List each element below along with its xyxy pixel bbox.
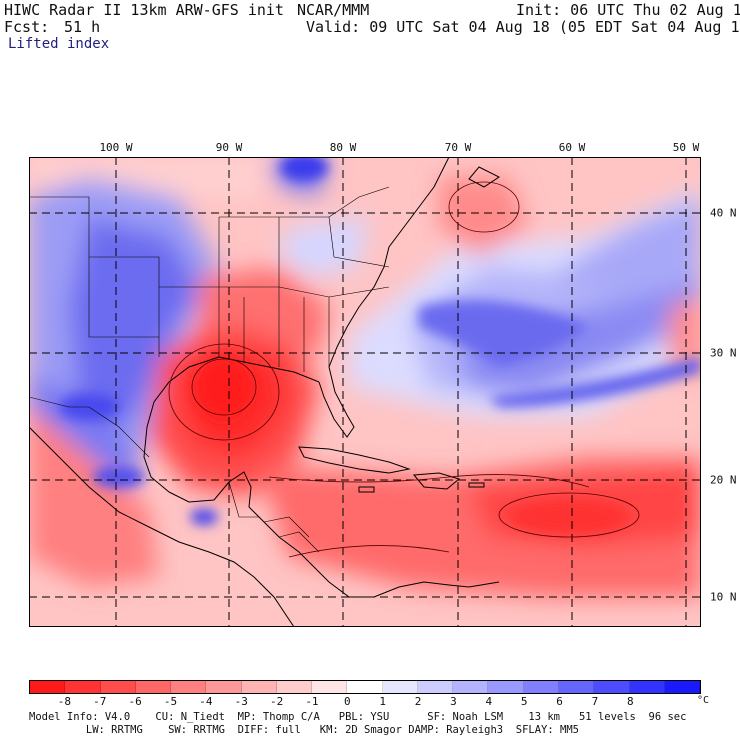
colorbar-unit: °C — [697, 695, 710, 706]
instability-contours — [168, 181, 640, 558]
colorbar-tick-label: 3 — [450, 695, 457, 708]
colorbar-tick-label: -2 — [269, 695, 284, 708]
lat-label-10n: 10 N — [710, 590, 737, 604]
colorbar-swatch — [664, 681, 701, 693]
colorbar-swatch — [488, 681, 524, 693]
political-boundaries — [29, 186, 390, 553]
colorbar-swatch — [276, 681, 313, 693]
colorbar-swatch — [241, 681, 277, 693]
colorbar-tick-label: -8 — [57, 695, 71, 708]
colorbar-swatch — [135, 681, 172, 693]
forecast-label: Fcst: — [4, 18, 50, 36]
colorbar-swatch — [206, 681, 242, 693]
yucatan-central-america — [168, 471, 374, 598]
colorbar-swatch — [65, 681, 101, 693]
model-info-line-1: Model Info: V4.0 CU: N_Tiedt MP: Thomp C… — [29, 711, 687, 723]
mexico-pacific-coast — [29, 426, 295, 627]
colorbar-tick-label: 1 — [379, 695, 386, 708]
nova-scotia — [468, 166, 500, 188]
colorbar-tick-label: 2 — [414, 695, 422, 708]
hispaniola — [412, 472, 461, 490]
colorbar-tick-label: -6 — [128, 695, 142, 708]
lat-lon-grid — [29, 157, 701, 627]
colorbar-swatch — [312, 681, 348, 693]
colorbar — [29, 680, 701, 694]
colorbar-swatch — [558, 681, 595, 693]
model-info-line-2: LW: RRTMG SW: RRTMG DIFF: full KM: 2D Sm… — [29, 724, 579, 736]
lon-label-70w: 70 W — [444, 141, 472, 154]
us-east-coast — [328, 157, 450, 368]
colorbar-swatch — [417, 681, 454, 693]
colorbar-swatch — [382, 681, 418, 693]
field-name: Lifted index — [8, 36, 110, 52]
organization: NCAR/MMM — [297, 1, 370, 19]
colorbar-swatch — [30, 681, 66, 693]
colorbar-tick-label: -3 — [234, 695, 248, 708]
colorbar-tick-label: 8 — [626, 695, 634, 708]
lon-label-50w: 50 W — [672, 141, 700, 154]
jamaica — [358, 486, 375, 493]
puerto-rico — [468, 482, 485, 488]
colorbar-swatch — [523, 681, 559, 693]
coastlines — [29, 157, 500, 627]
south-america-north-coast — [373, 581, 500, 598]
model-title: HIWC Radar II 13km ARW-GFS init — [4, 1, 284, 19]
colorbar-tick-label: 7 — [591, 695, 599, 708]
colorbar-swatch — [100, 681, 136, 693]
lat-label-30n: 30 N — [710, 346, 737, 360]
florida — [318, 366, 355, 438]
colorbar-swatch — [347, 681, 383, 693]
colorbar-swatch — [629, 681, 665, 693]
colorbar-swatch — [453, 681, 489, 693]
gulf-coast — [143, 356, 320, 493]
init-time: Init: 06 UTC Thu 02 Aug 18 — [516, 1, 740, 19]
colorbar-swatch — [171, 681, 207, 693]
colorbar-tick-label: -1 — [305, 695, 319, 708]
colorbar-tick-label: 5 — [520, 695, 528, 708]
lat-label-40n: 40 N — [710, 206, 737, 220]
forecast-hours: 51 h — [64, 18, 101, 36]
lon-label-90w: 90 W — [215, 141, 243, 154]
colorbar-tick-label: -4 — [199, 695, 213, 708]
cuba — [298, 446, 411, 474]
map-frame — [29, 157, 701, 627]
lon-label-80w: 80 W — [329, 141, 357, 154]
colorbar-tick-label: 0 — [344, 695, 351, 708]
colorbar-swatch — [594, 681, 630, 693]
lon-label-60w: 60 W — [558, 141, 586, 154]
lat-label-20n: 20 N — [710, 473, 737, 487]
valid-time: Valid: 09 UTC Sat 04 Aug 18 (05 EDT Sat … — [306, 18, 740, 36]
colorbar-tick-label: 4 — [485, 695, 493, 708]
colorbar-tick-label: -5 — [163, 695, 178, 708]
lifted-index-map — [29, 157, 701, 627]
lon-label-100w: 100 W — [99, 141, 133, 154]
colorbar-tick-label: 6 — [556, 695, 563, 708]
colorbar-tick-label: -7 — [93, 695, 107, 708]
detail-field — [59, 157, 701, 535]
